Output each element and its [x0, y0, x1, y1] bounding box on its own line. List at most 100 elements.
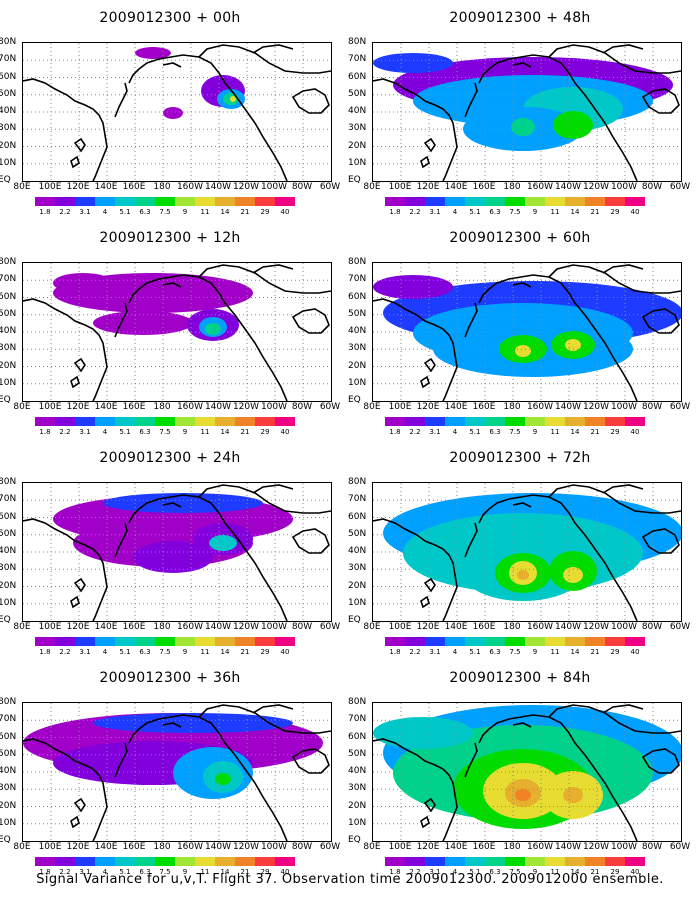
- coastline: [252, 704, 294, 714]
- coastline: [198, 484, 331, 514]
- colorbar-swatch: [505, 417, 525, 426]
- colorbar-label: 6.3: [489, 208, 501, 216]
- panel-title: 2009012300 + 84h: [449, 670, 591, 686]
- coastline: [70, 815, 80, 829]
- signal-variance-contour: [163, 107, 183, 119]
- colorbar-swatch: [175, 417, 195, 426]
- longitude-label: 100W: [610, 842, 638, 852]
- colorbar-swatch: [425, 417, 445, 426]
- latitude-label: EQ: [348, 395, 361, 405]
- coastline: [23, 738, 108, 841]
- colorbar-label: 1.8: [39, 868, 51, 876]
- colorbar-label: 29: [260, 208, 270, 216]
- colorbar-swatch: [465, 417, 485, 426]
- longitude-label: 120E: [416, 182, 440, 192]
- colorbar-swatch: [235, 857, 255, 866]
- colorbar-swatch: [565, 637, 585, 646]
- coastline: [73, 137, 86, 153]
- coastline: [198, 44, 331, 74]
- longitude-label: 60W: [319, 622, 341, 632]
- colorbar-label: 14: [220, 428, 230, 436]
- map-canvas: [23, 263, 331, 401]
- colorbar-swatch: [485, 637, 505, 646]
- colorbar-swatch: [525, 637, 545, 646]
- colorbar-swatch: [445, 417, 465, 426]
- latitude-label: 80N: [0, 477, 17, 487]
- coastline: [512, 722, 532, 728]
- colorbar-label: 29: [610, 428, 620, 436]
- colorbar-swatch: [405, 417, 425, 426]
- coastline: [162, 62, 182, 68]
- colorbar-swatch: [115, 637, 135, 646]
- colorbar-swatch: [195, 637, 215, 646]
- coastline: [548, 264, 681, 294]
- longitude-label: 140E: [444, 622, 468, 632]
- coastline: [420, 815, 430, 829]
- colorbar-label: 1.8: [389, 208, 401, 216]
- longitude-label: 180: [503, 622, 521, 632]
- coastline: [198, 264, 331, 294]
- latitude-label: 20N: [348, 800, 367, 811]
- colorbar-label: 6.3: [139, 648, 151, 656]
- colorbar-label: 1.8: [389, 868, 401, 876]
- colorbar-swatch: [525, 197, 545, 206]
- coastline: [423, 357, 436, 373]
- coastline: [548, 484, 681, 514]
- latitude-label: 20N: [0, 800, 17, 811]
- map-canvas: [23, 43, 331, 181]
- coastline: [478, 54, 638, 181]
- colorbar-swatch: [175, 637, 195, 646]
- colorbar-label: 11: [200, 868, 210, 876]
- colorbar-swatch: [175, 857, 195, 866]
- colorbar-swatch: [505, 637, 525, 646]
- colorbar-label: 11: [200, 428, 210, 436]
- colorbar-label: 40: [630, 648, 640, 656]
- colorbar-label: 14: [220, 648, 230, 656]
- longitude-label: 140E: [444, 842, 468, 852]
- map-panel: 2009012300 + 24h 80N 70N 60N 50N 40N 30N 20N 10N…: [0, 440, 340, 660]
- coastline: [162, 502, 182, 508]
- map-panel: 2009012300 + 36h 80N 70N 60N 50N 40N 30N 20N 10N…: [0, 660, 340, 880]
- colorbar-swatch: [115, 197, 135, 206]
- colorbar-swatch: [625, 417, 645, 426]
- coastline: [423, 577, 436, 593]
- colorbar-label: 5.1: [469, 868, 481, 876]
- map-panel: 2009012300 + 00h 80N 70N 60N 50N 40N 30N 20N 10N…: [0, 0, 340, 220]
- coastline: [291, 748, 330, 774]
- colorbar-label: 4: [102, 428, 108, 436]
- colorbar-label: 4: [452, 208, 458, 216]
- colorbar-label: 21: [240, 868, 250, 876]
- colorbar-swatch: [215, 417, 235, 426]
- longitude-label: 60W: [319, 182, 341, 192]
- longitude-label: 140W: [554, 402, 582, 412]
- longitude-label: 160E: [472, 842, 496, 852]
- latitude-label: 60N: [348, 731, 367, 742]
- latitude-label: 40N: [348, 546, 367, 556]
- colorbar-label: 14: [220, 208, 230, 216]
- latitude-label: 40N: [348, 326, 367, 336]
- longitude-label: 180: [503, 182, 521, 192]
- longitude-label: 160W: [176, 622, 204, 632]
- map-area: [22, 482, 332, 622]
- longitude-label: 120W: [232, 842, 260, 852]
- latitude-label: 60N: [348, 71, 367, 82]
- longitude-label: 100E: [388, 842, 412, 852]
- colorbar-label: 1.8: [389, 648, 401, 656]
- colorbar-label: 4: [452, 428, 458, 436]
- colorbar-swatch: [405, 197, 425, 206]
- coastline: [548, 44, 681, 74]
- colorbar-label: 21: [590, 428, 600, 436]
- latitude-label: 20N: [0, 580, 17, 591]
- colorbar-label: 11: [550, 428, 560, 436]
- colorbar-swatch: [425, 197, 445, 206]
- coastline: [373, 738, 458, 841]
- longitude-label: 120E: [66, 182, 90, 192]
- coastline: [420, 375, 430, 389]
- coastline: [114, 82, 128, 118]
- colorbar-swatch: [75, 197, 95, 206]
- colorbar: [35, 857, 295, 866]
- coastline: [423, 797, 436, 813]
- colorbar-label: 9: [532, 208, 538, 216]
- longitude-label: 160W: [176, 842, 204, 852]
- coastline: [73, 577, 86, 593]
